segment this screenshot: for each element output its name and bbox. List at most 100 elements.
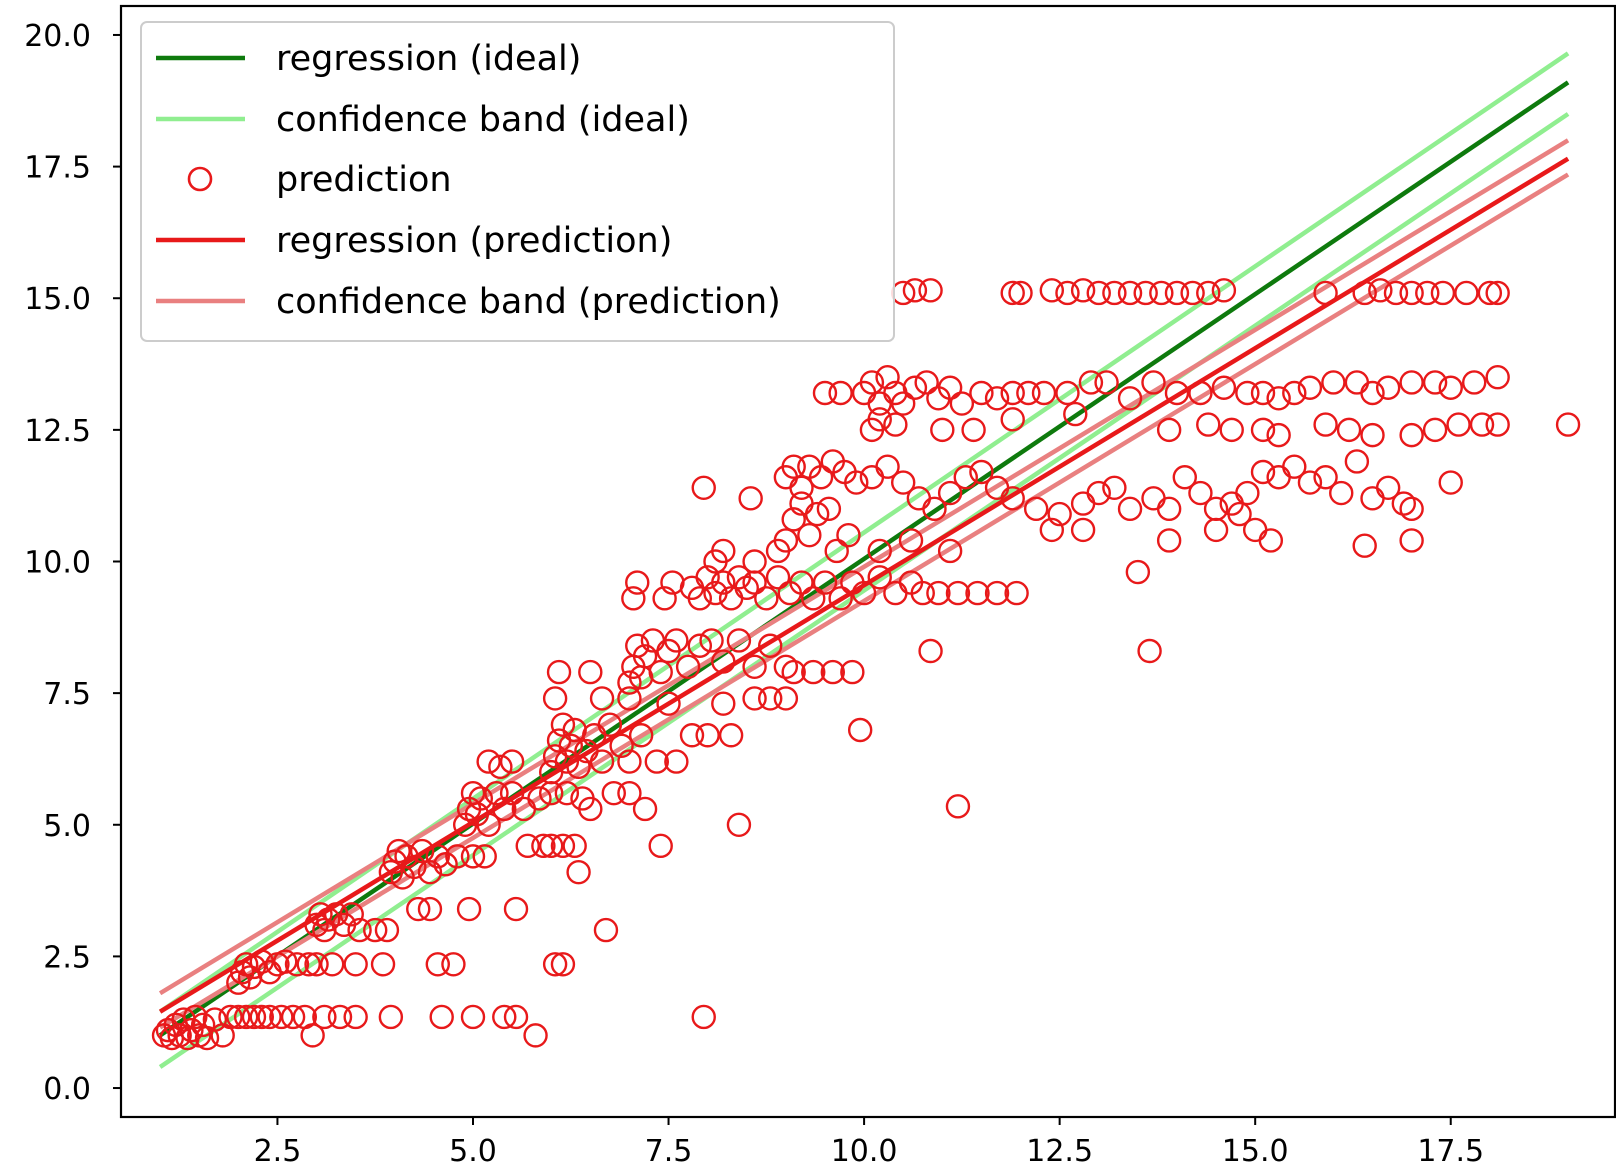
prediction-point: [664, 628, 689, 653]
prediction-point: [1000, 407, 1025, 432]
y-axis-ticks: 0.0 2.5 5.0 7.5 10.0 12.5 15.0 17.5 20.0: [24, 19, 121, 1107]
prediction-point: [472, 844, 497, 869]
prediction-point: [601, 780, 626, 806]
prediction-point: [1266, 422, 1291, 448]
prediction-point: [527, 786, 552, 811]
prediction-point: [425, 952, 450, 977]
prediction-point: [699, 628, 724, 653]
prediction-point: [902, 278, 928, 303]
prediction-point: [859, 370, 885, 395]
prediction-point: [812, 380, 838, 406]
x-axis-ticks: 2.5 5.0 7.5 10.0 12.5 15.0 17.5: [254, 1117, 1484, 1169]
prediction-point: [1102, 280, 1127, 306]
prediction-point: [503, 896, 529, 922]
prediction-point: [742, 686, 767, 711]
x-tick-label: 15.0: [1222, 1134, 1289, 1169]
prediction-point: [824, 538, 849, 564]
prediction-point: [249, 1004, 274, 1030]
prediction-point: [1188, 480, 1213, 506]
y-tick-label: 0.0: [43, 1072, 91, 1107]
prediction-point: [816, 496, 842, 522]
prediction-point: [1446, 412, 1471, 437]
prediction-point: [632, 644, 658, 669]
prediction-point: [910, 580, 935, 606]
prediction-point: [1156, 528, 1182, 553]
prediction-point: [1039, 278, 1065, 303]
y-tick-label: 12.5: [24, 414, 91, 449]
prediction-point: [621, 586, 646, 611]
prediction-point: [937, 480, 963, 506]
prediction-point: [1164, 280, 1190, 306]
legend-box: [140, 21, 895, 342]
prediction-point: [679, 723, 705, 748]
prediction-point: [1004, 580, 1029, 606]
prediction-point: [319, 952, 345, 977]
y-tick-label: 5.0: [43, 809, 91, 844]
prediction-point: [241, 954, 267, 980]
prediction-point: [867, 565, 892, 590]
prediction-point: [566, 754, 591, 780]
prediction-point: [828, 380, 853, 406]
legend-swatch-prediction: [187, 166, 213, 192]
prediction-point: [758, 686, 783, 711]
prediction-point: [945, 580, 971, 606]
prediction-point: [304, 912, 329, 938]
prediction-point: [1297, 375, 1323, 400]
prediction-point: [1137, 638, 1162, 664]
prediction-point: [675, 654, 701, 680]
prediction-point: [1360, 422, 1385, 448]
prediction-point: [1399, 370, 1424, 395]
y-tick-label: 10.0: [24, 546, 91, 581]
prediction-point: [969, 459, 994, 485]
prediction-point: [961, 417, 986, 443]
prediction-point: [257, 1004, 282, 1030]
prediction-point: [417, 859, 443, 885]
prediction-point: [417, 896, 443, 922]
legend-label-prediction: prediction: [276, 160, 452, 200]
prediction-point: [1039, 517, 1065, 543]
prediction-point: [578, 659, 603, 685]
prediction-point: [1117, 496, 1143, 522]
prediction-point: [370, 952, 396, 977]
prediction-point: [550, 712, 576, 737]
prediction-point: [781, 454, 806, 479]
prediction-point: [539, 833, 564, 859]
prediction-point: [515, 833, 540, 859]
prediction-point: [695, 565, 720, 590]
prediction-point: [1360, 380, 1385, 406]
prediction-point: [808, 465, 834, 490]
prediction-point: [1117, 386, 1143, 411]
prediction-point: [406, 896, 431, 922]
y-tick-label: 7.5: [43, 677, 91, 712]
prediction-point: [926, 580, 951, 606]
prediction-point: [296, 952, 321, 977]
prediction-point: [1211, 375, 1237, 400]
prediction-point: [1375, 375, 1401, 400]
legend-label-confidence-band-prediction: confidence band (prediction): [276, 282, 781, 322]
legend-label-regression-prediction: regression (prediction): [276, 221, 672, 261]
prediction-point: [656, 691, 681, 716]
prediction-point: [1235, 480, 1260, 506]
prediction-point: [695, 723, 720, 748]
prediction-point: [875, 454, 900, 479]
x-tick-label: 2.5: [254, 1134, 302, 1169]
prediction-point: [742, 654, 767, 680]
y-tick-label: 17.5: [24, 151, 91, 186]
prediction-point: [460, 844, 486, 869]
prediction-point: [550, 952, 576, 977]
prediction-point: [499, 780, 525, 806]
prediction-point: [339, 902, 364, 927]
prediction-point: [1250, 380, 1276, 406]
prediction-points: [151, 278, 1581, 1051]
prediction-point: [890, 391, 916, 416]
prediction-point: [312, 1004, 337, 1030]
prediction-point: [1086, 480, 1111, 506]
prediction-point: [1344, 449, 1370, 474]
prediction-point: [1117, 280, 1143, 306]
prediction-point: [617, 670, 642, 695]
prediction-point: [789, 475, 814, 500]
prediction-point: [484, 780, 509, 806]
prediction-point: [1282, 454, 1307, 479]
prediction-point: [566, 859, 591, 885]
prediction-point: [711, 538, 736, 564]
